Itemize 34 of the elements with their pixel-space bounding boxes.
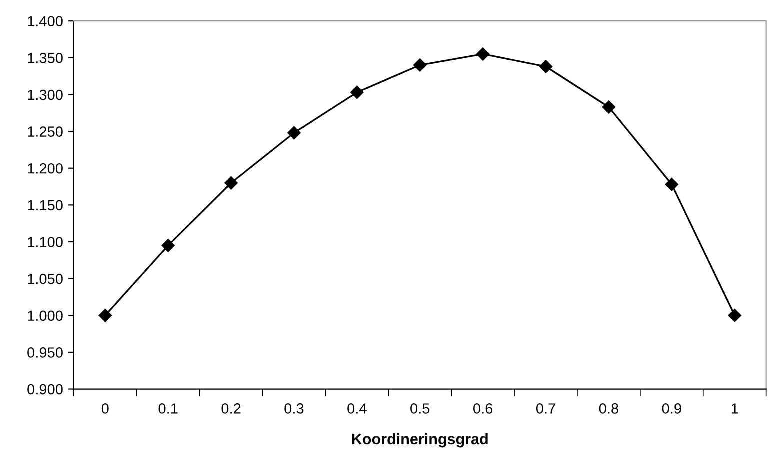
x-tick-label: 0.3 <box>284 404 304 414</box>
x-tick-label: 0 <box>102 404 109 414</box>
point <box>539 60 553 74</box>
point <box>162 239 175 252</box>
x-axis-title: Koordineringsgrad <box>352 433 488 448</box>
y-tick-label: 1.150 <box>28 200 63 211</box>
x-tick-label: 0.9 <box>662 404 682 414</box>
point <box>602 100 616 114</box>
point <box>414 58 427 72</box>
y-tick-label: 0.950 <box>28 348 63 358</box>
y-tick-label: 1.000 <box>28 310 63 322</box>
point <box>665 178 678 192</box>
point <box>728 309 742 322</box>
y-tick-label: 1.200 <box>28 163 63 174</box>
point <box>476 48 490 61</box>
y-tick-label: 1.350 <box>28 53 63 64</box>
x-tick-label: 1 <box>732 404 738 414</box>
x-tick-label: 0.4 <box>348 404 367 414</box>
point <box>98 309 112 322</box>
x-tick-label: 0.8 <box>599 404 618 414</box>
y-tick-label: 1.250 <box>28 126 63 137</box>
y-tick-label: 1.400 <box>28 16 63 27</box>
point <box>224 176 238 190</box>
x-tick-label: 0.1 <box>158 404 178 414</box>
point <box>288 126 301 140</box>
x-tick-label: 0.6 <box>474 404 493 414</box>
x-tick-label: 0.5 <box>410 404 430 414</box>
y-tick-label: 0.900 <box>28 384 63 395</box>
y-tick-label: 1.050 <box>28 274 63 284</box>
y-tick-label: 1.300 <box>28 90 63 100</box>
y-tick-label: 1.100 <box>28 237 63 248</box>
x-tick-label: 0.7 <box>536 404 556 414</box>
point <box>350 86 364 100</box>
x-tick-label: 0.2 <box>222 404 241 414</box>
